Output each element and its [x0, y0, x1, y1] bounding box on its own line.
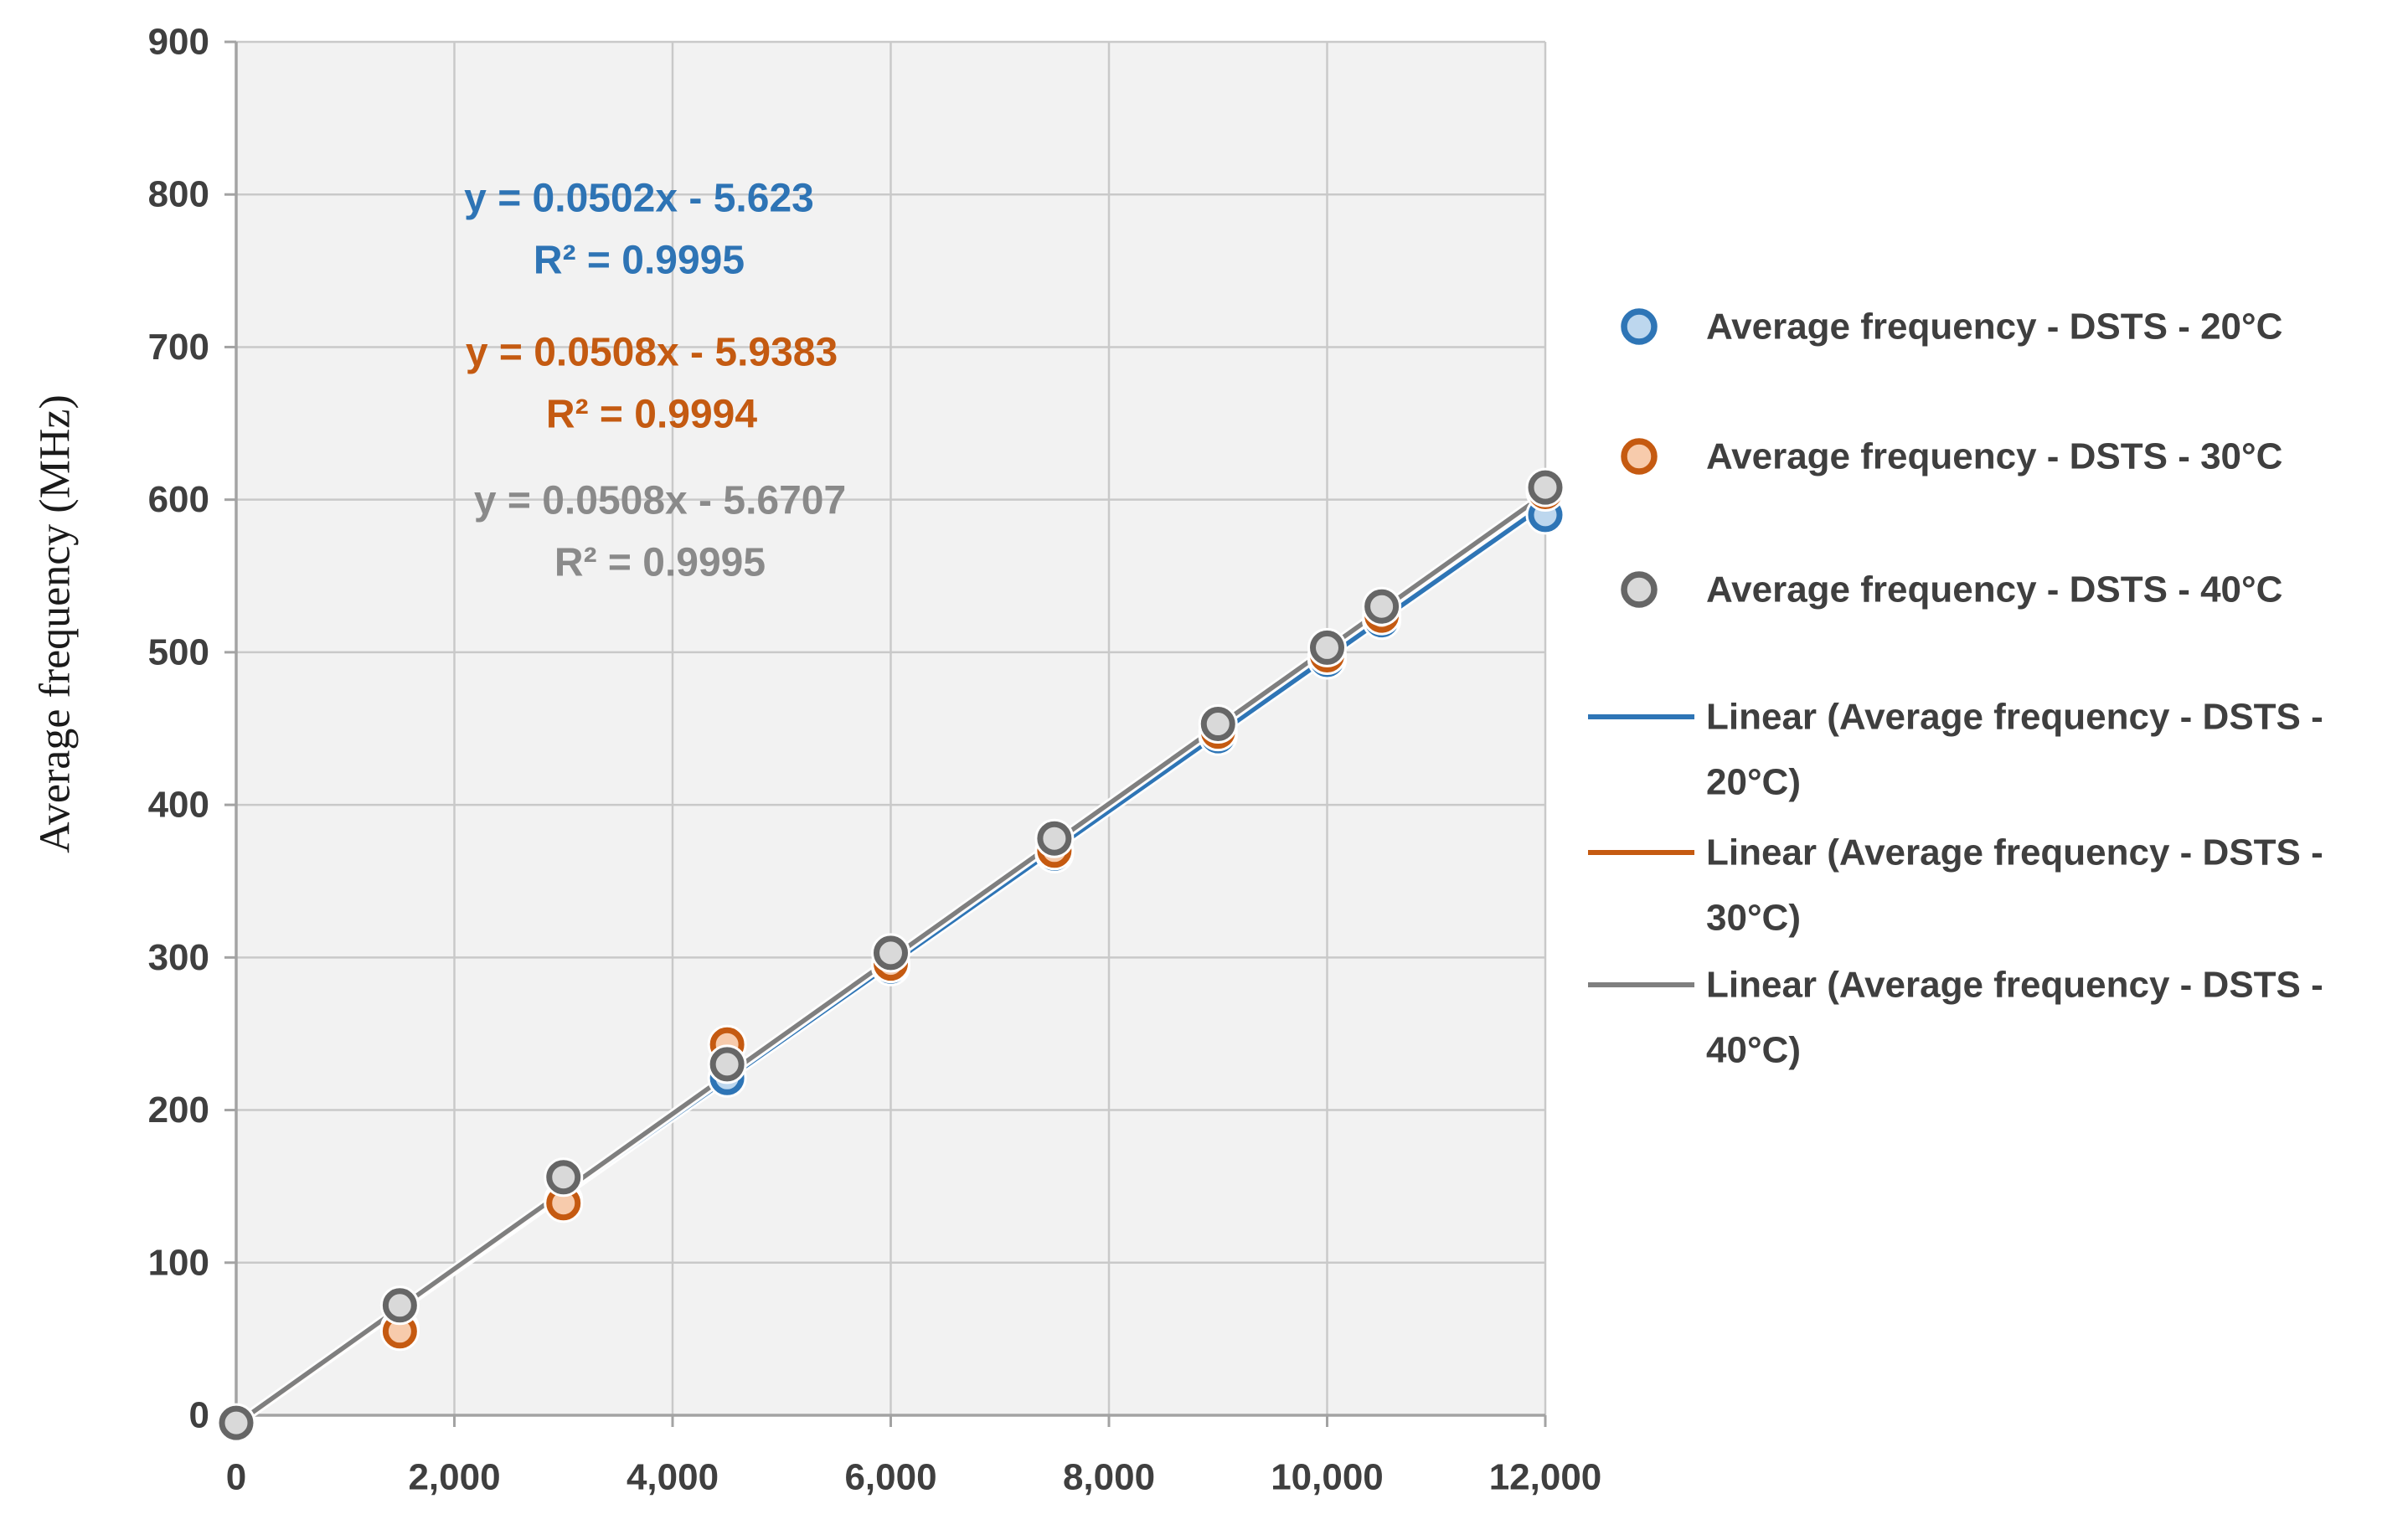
data-point-marker[interactable] [1310, 630, 1344, 665]
legend-label-line: 40°C) [1706, 1030, 1801, 1071]
r-squared-text: R² = 0.9994 [546, 393, 757, 437]
legend-marker-icon [1621, 571, 1658, 608]
legend-label-line: Linear (Average frequency - DSTS - [1706, 965, 2323, 1006]
legend-label: Average frequency - DSTS - 40°C [1706, 569, 2282, 610]
trendline-equation-1[interactable]: y = 0.0508x - 5.9383 R² = 0.9994 [466, 331, 838, 437]
x-tick-label: 2,000 [408, 1457, 500, 1498]
legend-item-series-1[interactable]: Average frequency - DSTS - 30°C [1621, 436, 2282, 477]
trendline-equation-2[interactable]: y = 0.0508x - 5.6707 R² = 0.9995 [474, 479, 846, 585]
series-2 [216, 467, 1565, 1443]
legend-label-line: Linear (Average frequency - DSTS - [1706, 697, 2323, 738]
legend-marker-icon [1621, 308, 1658, 345]
data-point-marker[interactable] [546, 1160, 581, 1195]
x-tick-label: 6,000 [844, 1457, 936, 1498]
tick-labels-layer: 0 2,000 4,000 6,000 8,000 10,000 12,000 0 100 200… [148, 22, 1602, 1498]
x-tick-label: 4,000 [626, 1457, 719, 1498]
legend-item-trendline-0[interactable]: Linear (Average frequency - DSTS - 20°C) [1588, 697, 2323, 803]
data-point-marker[interactable] [382, 1288, 417, 1323]
x-tick-label: 10,000 [1271, 1457, 1384, 1498]
y-tick-label: 300 [148, 937, 209, 978]
legend-item-series-2[interactable]: Average frequency - DSTS - 40°C [1621, 569, 2282, 610]
legend-label-line: 30°C) [1706, 898, 1801, 939]
data-point-marker[interactable] [1528, 470, 1563, 505]
data-points-layer [216, 467, 1565, 1445]
x-tick-label: 8,000 [1063, 1457, 1155, 1498]
equation-text: y = 0.0502x - 5.623 [464, 177, 814, 221]
y-tick-label: 900 [148, 22, 209, 63]
equation-text: y = 0.0508x - 5.6707 [474, 479, 846, 523]
data-point-marker[interactable] [1200, 707, 1235, 742]
y-tick-label: 700 [148, 327, 209, 368]
data-point-marker[interactable] [1037, 821, 1072, 856]
legend-item-trendline-1[interactable]: Linear (Average frequency - DSTS - 30°C) [1588, 832, 2323, 939]
r-squared-text: R² = 0.9995 [554, 541, 766, 585]
trendline-equation-0[interactable]: y = 0.0502x - 5.623 R² = 0.9995 [464, 177, 814, 283]
legend-item-series-0[interactable]: Average frequency - DSTS - 20°C [1621, 306, 2282, 348]
x-tick-label: 0 [226, 1457, 246, 1498]
data-point-marker[interactable] [219, 1405, 254, 1440]
legend-label-line: Linear (Average frequency - DSTS - [1706, 832, 2323, 873]
equation-text: y = 0.0508x - 5.9383 [466, 331, 838, 375]
data-point-marker[interactable] [1364, 589, 1400, 624]
r-squared-text: R² = 0.9995 [534, 239, 745, 283]
y-tick-label: 800 [148, 174, 209, 215]
x-tick-label: 12,000 [1489, 1457, 1602, 1498]
legend-label: Average frequency - DSTS - 20°C [1706, 306, 2282, 348]
y-tick-label: 600 [148, 479, 209, 520]
legend-label: Average frequency - DSTS - 30°C [1706, 436, 2282, 477]
y-axis-title[interactable]: Average frequency (MHz) [32, 394, 80, 853]
legend-item-trendline-2[interactable]: Linear (Average frequency - DSTS - 40°C) [1588, 965, 2323, 1071]
y-tick-label: 500 [148, 631, 209, 672]
legend-label-line: 20°C) [1706, 762, 1801, 803]
y-tick-label: 200 [148, 1089, 209, 1131]
y-tick-label: 100 [148, 1242, 209, 1283]
y-tick-label: 0 [189, 1395, 209, 1436]
legend-marker-icon [1621, 438, 1658, 475]
legend[interactable]: Average frequency - DSTS - 20°C Average f… [1588, 306, 2323, 1071]
data-point-marker[interactable] [874, 935, 908, 971]
y-tick-label: 400 [148, 785, 209, 826]
data-point-marker[interactable] [709, 1047, 745, 1082]
